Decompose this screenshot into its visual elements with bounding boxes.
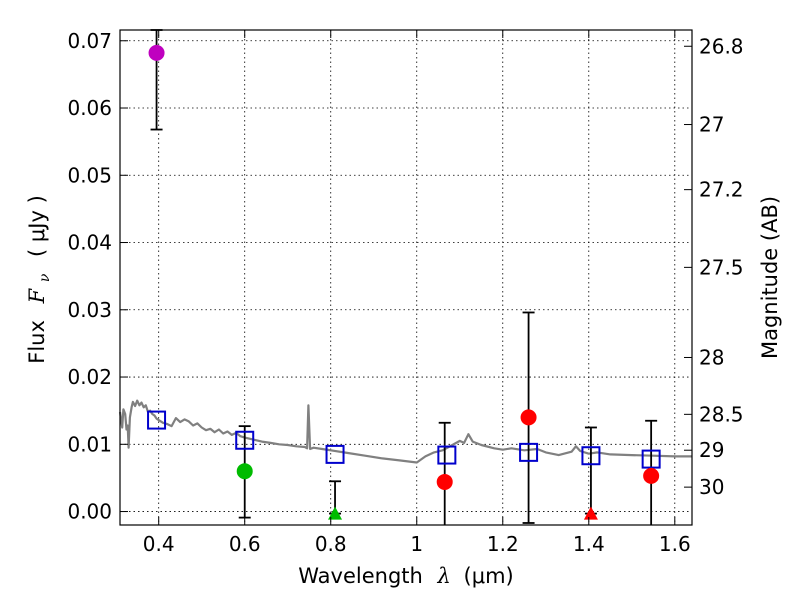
y-tick-label: 0.04	[67, 231, 112, 255]
y2-tick-label: 27.5	[699, 255, 744, 279]
observed-point	[520, 409, 537, 426]
x-tick-label: 1.6	[659, 532, 691, 556]
model-sed-line	[118, 399, 692, 464]
x-axis-label: Wavelength λ (μm)	[298, 564, 513, 588]
y-tick-label: 0.00	[67, 500, 112, 524]
y-axis-label-unit: ( μJy )	[25, 195, 49, 257]
x-axis-label-text: Wavelength	[298, 564, 423, 588]
model-photometry-square	[641, 449, 661, 469]
observed-point	[643, 467, 660, 484]
y-axis-label-symbol: F	[25, 287, 49, 304]
y-axis-label: Flux F ν ( μJy )	[25, 195, 54, 364]
y2-tick-label: 28	[699, 345, 724, 369]
y-tick-label: 0.07	[67, 29, 112, 53]
y-tick-label: 0.06	[67, 96, 112, 120]
y-tick-label: 0.05	[67, 163, 112, 187]
y-axis-label-subscript: ν	[37, 273, 53, 282]
observed-upper-limit-triangle	[583, 506, 598, 520]
x-tick-label: 1.2	[487, 532, 519, 556]
model-photometry-square	[235, 430, 255, 450]
model-photometry-square	[519, 442, 539, 462]
y2-tick-label: 30	[699, 475, 724, 499]
observed-point	[236, 463, 253, 480]
model-photometry-square	[581, 446, 601, 466]
observed-upper-limit-triangle	[328, 506, 343, 520]
observed-point	[436, 473, 453, 490]
x-tick-label: 0.8	[315, 532, 347, 556]
model-sed-layer	[118, 399, 692, 464]
model-photometry-square	[325, 444, 345, 464]
model-photometry-square	[147, 410, 167, 430]
x-tick-label: 1	[410, 532, 423, 556]
y-tick-label: 0.01	[67, 432, 112, 456]
plot-frame	[119, 29, 693, 526]
y-axis-label-text: Flux	[25, 320, 49, 364]
axis-ticks: 0.4 0.6 0.8 1 1.2 1.4 1.6 0.00 0.01 0.02 0.03 0.04 0…	[67, 29, 743, 556]
grid	[120, 30, 692, 525]
x-tick-label: 0.4	[143, 532, 175, 556]
y-tick-label: 0.02	[67, 365, 112, 389]
model-photometry-square	[437, 445, 457, 465]
x-tick-label: 0.6	[229, 532, 261, 556]
y2-tick-label: 29	[699, 438, 724, 462]
y2-tick-label: 26.8	[699, 34, 744, 58]
error-bar-layer	[150, 29, 658, 525]
model-photometry-layer	[147, 410, 661, 469]
observed-point	[148, 44, 165, 61]
y2-axis-label: Magnitude (AB)	[758, 196, 782, 359]
observed-points-layer	[148, 44, 660, 520]
y2-tick-label: 27	[699, 113, 724, 137]
y-tick-label: 0.03	[67, 298, 112, 322]
x-axis-label-unit: (μm)	[464, 564, 514, 588]
y2-tick-label: 28.5	[699, 402, 744, 426]
y2-tick-label: 27.2	[699, 178, 744, 202]
x-tick-label: 1.4	[573, 532, 605, 556]
x-axis-label-symbol: λ	[437, 564, 451, 588]
